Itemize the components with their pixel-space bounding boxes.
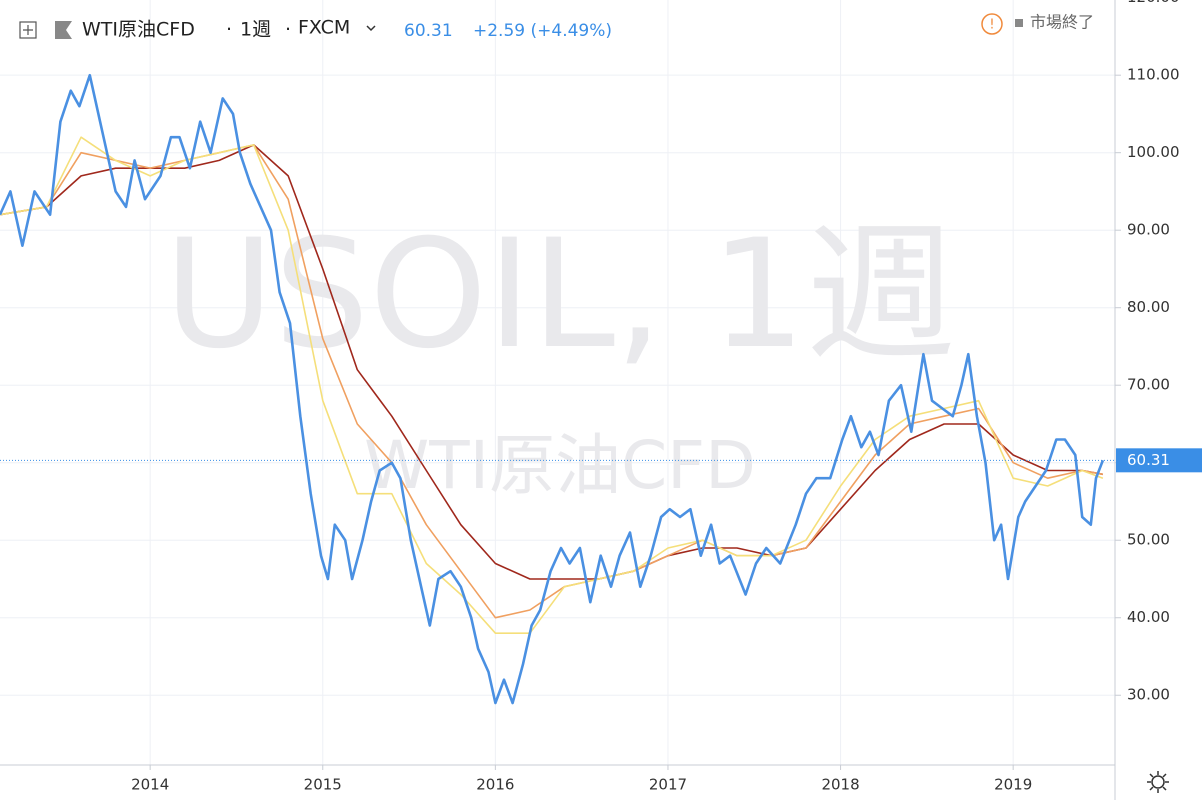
y-tick-label: 50.00 <box>1127 531 1170 549</box>
y-tick-label: 70.00 <box>1127 376 1170 394</box>
watermark-symbol: WTI原油CFD <box>364 427 756 504</box>
settings-icon[interactable] <box>1147 771 1169 793</box>
moving-average-line <box>0 144 1104 580</box>
y-tick-label: 90.00 <box>1127 221 1170 239</box>
exchange[interactable]: FXCM <box>298 17 350 39</box>
x-tick-label: 2017 <box>649 776 687 794</box>
change: +2.59 (+4.49%) <box>473 21 612 41</box>
x-tick-label: 2015 <box>304 776 342 794</box>
add-icon-plus <box>23 25 33 35</box>
y-tick-label: 80.00 <box>1127 298 1170 316</box>
y-tick-label: 100.00 <box>1127 143 1180 161</box>
x-tick-label: 2018 <box>821 776 859 794</box>
gear <box>1151 775 1165 789</box>
status-dot <box>1015 19 1023 27</box>
grid <box>0 0 1115 765</box>
gear-teeth <box>1147 771 1169 793</box>
interval: 1週 <box>240 19 271 41</box>
x-tick-label: 2014 <box>131 776 169 794</box>
separator: · <box>285 19 291 41</box>
add-icon[interactable] <box>19 21 37 39</box>
y-tick-label: 40.00 <box>1127 608 1170 626</box>
alert-icon-mark: ! <box>989 18 994 33</box>
y-tick-label: 30.00 <box>1127 686 1170 704</box>
exchange-caret <box>366 25 376 32</box>
header: WTI原油CFD · 1週 · FXCM 60.31 +2.59 (+4.49%… <box>19 13 1094 41</box>
x-tick-label: 月 <box>0 776 2 794</box>
y-tick-label: 110.00 <box>1127 66 1180 84</box>
separator: · <box>226 19 232 41</box>
market-status: 市場終了 <box>1030 13 1094 32</box>
watermark: USOIL, 1週 <box>164 208 956 382</box>
symbol: WTI原油CFD <box>82 19 195 41</box>
x-tick-label: 2019 <box>994 776 1032 794</box>
last-price: 60.31 <box>404 21 453 41</box>
price-line <box>0 73 1105 705</box>
y-tick-label: 120.00 <box>1127 0 1180 6</box>
plot <box>0 73 1115 705</box>
alert-icon[interactable] <box>981 13 1003 35</box>
last-price-tag-label: 60.31 <box>1127 451 1170 469</box>
x-tick-label: 2016 <box>476 776 514 794</box>
flag-icon[interactable] <box>55 21 72 39</box>
last-price-tag <box>1116 448 1202 473</box>
moving-average-line <box>0 136 1104 634</box>
